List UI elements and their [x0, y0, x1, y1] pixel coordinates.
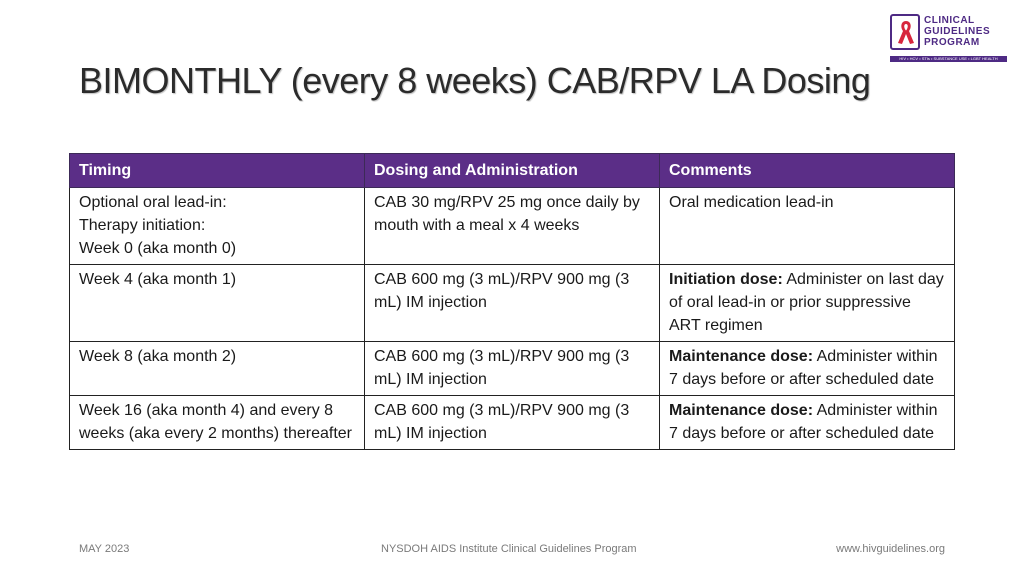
comment-cell: Initiation dose: Administer on last day … [659, 264, 955, 342]
comment-cell: Maintenance dose: Administer within 7 da… [659, 341, 955, 396]
dosing-cell: CAB 600 mg (3 mL)/RPV 900 mg (3 mL) IM i… [364, 395, 660, 450]
comment-cell: Oral medication lead-in [659, 187, 955, 265]
logo-line-2: GUIDELINES [924, 26, 991, 37]
dosing-table: Timing Dosing and Administration Comment… [69, 153, 955, 450]
timing-line: Week 4 (aka month 1) [79, 271, 237, 288]
timing-cell: Week 16 (aka month 4) and every 8 weeks … [69, 395, 365, 450]
footer-program: NYSDOH AIDS Institute Clinical Guideline… [381, 543, 637, 555]
comment-label: Maintenance dose: [669, 348, 814, 365]
dosing-cell: CAB 30 mg/RPV 25 mg once daily by mouth … [364, 187, 660, 265]
table-header-row: Timing Dosing and Administration Comment… [69, 153, 955, 188]
comment-text: Administer within 7 days before or after… [669, 348, 938, 388]
clinical-guidelines-program-logo: CLINICAL GUIDELINES PROGRAM HIV • HCV • … [890, 14, 1010, 64]
logo-line-1: CLINICAL [924, 15, 975, 26]
slide-title: BIMONTHLY (every 8 weeks) CAB/RPV LA Dos… [79, 60, 871, 101]
timing-line: Optional oral lead-in: [79, 194, 227, 211]
dosing-cell: CAB 600 mg (3 mL)/RPV 900 mg (3 mL) IM i… [364, 341, 660, 396]
header-comments: Comments [659, 153, 955, 188]
footer-date: MAY 2023 [79, 543, 130, 555]
table-row: Optional oral lead-in: Therapy initiatio… [69, 187, 955, 265]
timing-cell: Week 8 (aka month 2) [69, 341, 365, 396]
comment-text: Administer within 7 days before or after… [669, 402, 938, 442]
comment-text: Administer on last day of oral lead-in o… [669, 271, 944, 334]
timing-line: Week 16 (aka month 4) and every 8 weeks … [79, 402, 353, 442]
logo-line-3: PROGRAM [924, 37, 980, 48]
comment-label: Maintenance dose: [669, 402, 814, 419]
timing-line: Week 8 (aka month 2) [79, 348, 237, 365]
timing-cell: Optional oral lead-in: Therapy initiatio… [69, 187, 365, 265]
table-row: Week 4 (aka month 1) CAB 600 mg (3 mL)/R… [69, 264, 955, 342]
table-row: Week 8 (aka month 2) CAB 600 mg (3 mL)/R… [69, 341, 955, 396]
footer-url[interactable]: www.hivguidelines.org [836, 543, 945, 555]
ribbon-icon [890, 14, 920, 50]
dosing-cell: CAB 600 mg (3 mL)/RPV 900 mg (3 mL) IM i… [364, 264, 660, 342]
timing-cell: Week 4 (aka month 1) [69, 264, 365, 342]
logo-tagline: HIV • HCV • STIs • SUBSTANCE USE • LGBT … [890, 56, 1007, 62]
header-dosing: Dosing and Administration [364, 153, 660, 188]
timing-line: Week 0 (aka month 0) [79, 240, 237, 257]
comment-cell: Maintenance dose: Administer within 7 da… [659, 395, 955, 450]
header-timing: Timing [69, 153, 365, 188]
table-row: Week 16 (aka month 4) and every 8 weeks … [69, 395, 955, 450]
timing-line: Therapy initiation: [79, 217, 206, 234]
comment-text: Oral medication lead-in [669, 194, 834, 211]
comment-label: Initiation dose: [669, 271, 783, 288]
